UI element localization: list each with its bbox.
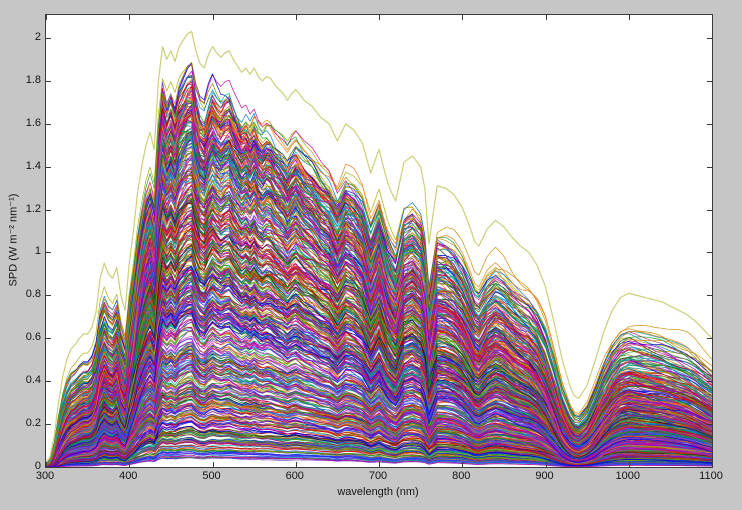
x-tick-mark [712,462,713,467]
y-tick-mark [707,252,712,254]
y-tick-label: 0 [34,460,41,472]
x-tick-label: 600 [285,470,304,482]
y-tick-label: 0.6 [25,331,41,344]
y-tick-mark [46,338,51,340]
y-tick-label: 2 [34,30,41,43]
x-tick-mark [712,15,713,20]
y-tick-label: 0.2 [25,417,41,430]
y-tick-mark [707,209,712,211]
x-axis-label: wavelength (nm) [337,486,419,498]
x-tick-mark [545,462,547,467]
x-tick-mark [129,15,131,20]
y-tick-mark [707,381,712,383]
y-tick-mark [46,80,51,82]
x-tick-mark [212,15,214,20]
y-tick-mark [707,467,712,468]
x-tick-mark [379,15,380,20]
y-tick-label: 1.2 [25,202,41,215]
y-tick-label: 0.8 [25,288,41,301]
y-tick-mark [707,338,712,340]
y-tick-mark [46,252,51,254]
y-tick-mark [46,37,51,39]
x-tick-mark [295,15,297,20]
y-tick-mark [707,424,712,426]
x-tick-mark [129,462,131,467]
x-tick-mark [46,15,47,20]
x-tick-mark [545,15,547,20]
x-tick-label: 1100 [699,470,723,482]
x-tick-mark [628,462,630,467]
y-tick-label: 1 [34,245,41,258]
x-tick-mark [46,462,47,467]
x-tick-label: 1000 [615,470,640,482]
x-tick-label: 700 [368,470,388,482]
y-tick-mark [46,123,51,125]
x-tick-label: 500 [202,470,221,482]
x-tick-mark [379,462,380,467]
y-tick-label: 1.8 [25,73,41,86]
x-tick-label: 400 [119,470,138,482]
y-tick-label: 1.4 [25,159,41,172]
y-tick-label: 0.4 [25,374,41,387]
y-tick-mark [46,381,51,383]
x-tick-label: 300 [35,470,55,482]
x-tick-mark [295,462,297,467]
y-tick-mark [46,467,51,468]
plot-area [45,14,713,468]
y-tick-mark [707,295,712,297]
y-tick-mark [46,295,51,297]
y-tick-label: 1.6 [25,116,41,129]
y-tick-mark [46,166,51,168]
y-tick-mark [707,123,712,125]
x-tick-label: 900 [535,470,554,482]
x-tick-mark [462,15,464,20]
spd-curves-canvas [46,15,712,467]
y-tick-mark [707,37,712,39]
y-tick-mark [707,80,712,82]
y-tick-mark [46,209,51,211]
y-tick-mark [707,166,712,168]
x-tick-mark [628,15,630,20]
x-tick-mark [212,462,214,467]
x-tick-label: 800 [452,470,471,482]
x-tick-mark [462,462,464,467]
y-tick-mark [46,424,51,426]
